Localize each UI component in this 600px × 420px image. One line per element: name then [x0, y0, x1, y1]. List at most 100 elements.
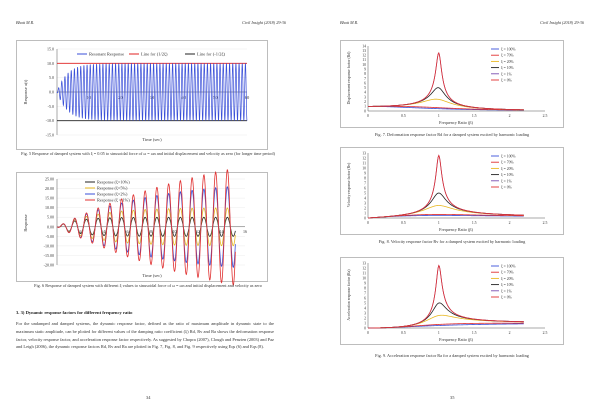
fig8-y-tick: 12: [362, 156, 366, 160]
fig9-y-tick: 10: [362, 276, 366, 280]
fig8-y-tick: 2: [364, 206, 366, 210]
fig9-y-tick: 2: [364, 316, 366, 320]
fig5-series-resonant: [56, 63, 248, 121]
fig5-y-tick: -10.0: [46, 118, 54, 123]
right-page: Bhatt M.R. Civil Insight (2018) 29-36 14…: [300, 0, 600, 420]
fig8-x-tick: 0: [367, 221, 369, 225]
fig6-y-tick: -15.00: [44, 253, 54, 258]
fig8-series-5: [367, 154, 524, 219]
fig5-x-label: Time (sec): [142, 137, 162, 142]
fig8-x-tick: 1.5: [472, 221, 477, 225]
fig6-x-tick: 8: [150, 229, 152, 234]
fig8-y-tick: 7: [364, 181, 366, 185]
fig7-y-tick: 0: [364, 109, 366, 113]
fig8-x-tick: 2: [509, 221, 511, 225]
fig7-x-label: Frequency Ratio (β): [439, 120, 473, 125]
fig7-y-tick: 1: [364, 105, 366, 109]
fig5-legend-label: Line for (1/2ξ): [141, 52, 168, 57]
fig6-series-1: [56, 207, 236, 247]
right-header-journal: Civil Insight (2018) 29-36: [540, 20, 584, 25]
fig7-legend-label: ξ = 20%: [501, 60, 515, 64]
fig9-legend-label: ξ = 100%: [501, 265, 516, 269]
fig8-y-tick: 5: [364, 191, 366, 195]
fig6-legend-label: Response (ξ = 1%): [97, 198, 130, 203]
fig9-legend-label: ξ = 0%: [501, 296, 513, 300]
fig6-y-tick: -5.00: [46, 234, 54, 239]
section-heading: 3. 3) Dynamic response factors for diffe…: [16, 310, 133, 315]
fig8-y-tick: 0: [364, 216, 366, 220]
fig8-y-tick: 8: [364, 176, 366, 180]
fig7-y-tick: 12: [362, 54, 366, 58]
fig9-y-tick: 11: [362, 271, 366, 275]
fig9-x-label: Frequency Ratio (β): [439, 337, 473, 342]
fig9-x-tick: 0: [367, 331, 369, 335]
fig5-y-tick: 0.0: [49, 90, 54, 95]
fig6-series-3: [56, 169, 236, 287]
fig7-y-tick: 6: [364, 81, 366, 85]
fig5-y-label: Response u(t): [23, 79, 28, 104]
fig6-x-tick: 2: [80, 229, 82, 234]
right-header-author: Bhatt M.R.: [340, 20, 359, 25]
fig6-chart: 25.00 20.00 15.00 10.00 5.00 0.00 -5.00 -10.00 -…: [16, 169, 268, 287]
fig7-y-tick: 14: [362, 44, 366, 48]
fig7-y-tick: 5: [364, 86, 366, 90]
fig6-x-tick: 14: [220, 229, 224, 234]
fig6-y-label: Response: [23, 214, 28, 231]
fig6-legend-label: Response (ξ=5%): [97, 186, 128, 191]
fig6-x-tick: 6: [127, 229, 129, 234]
fig6-y-tick: 25.00: [45, 177, 54, 182]
fig7-legend-label: ξ = 0%: [501, 79, 513, 83]
fig9-y-tick: 13: [362, 261, 366, 265]
fig6-x-label: Time (sec): [142, 273, 162, 278]
right-page-number: 35: [450, 395, 455, 400]
fig8-y-tick: 3: [364, 201, 366, 205]
fig7-caption: Fig. 7. Deformation response factor Rd f…: [374, 132, 530, 137]
fig8-y-tick: 6: [364, 186, 366, 190]
fig8-legend-label: ξ = 1%: [501, 179, 513, 183]
fig6-legend-label: Response (ξ=10%): [97, 180, 130, 185]
fig8-x-label: Frequency Ratio (β): [439, 227, 473, 232]
fig6-y-tick: -10.00: [44, 243, 54, 248]
fig8-x-tick: 1: [438, 221, 440, 225]
fig9-legend-label: ξ = 70%: [501, 271, 515, 275]
fig8-legend-label: ξ = 100%: [501, 155, 516, 159]
fig9-x-tick: 1.5: [472, 331, 477, 335]
fig9-x-tick: 1: [438, 331, 440, 335]
fig7-x-tick: 1.5: [472, 114, 477, 118]
fig6-svg: 25.00 20.00 15.00 10.00 5.00 0.00 -5.00 -10.00 -…: [23, 169, 247, 287]
fig5-chart: 15.0 10.0 5.0 0.0 -5.0 -10.0 -15.0 10 20 30 40 50 60…: [16, 40, 268, 150]
fig9-caption: Fig. 9. Acceleration response factor Ra …: [375, 353, 529, 358]
fig8-y-tick: 10: [362, 166, 366, 170]
left-page: Bhatt M.R. Civil Insight (2018) 29-36 15…: [16, 20, 286, 400]
fig8-x-tick: 0.5: [401, 221, 406, 225]
fig6-y-tick: 0.00: [47, 224, 54, 229]
fig7-x-tick: 0.5: [401, 114, 406, 118]
fig5-y-tick: -15.0: [46, 133, 54, 138]
left-header-journal: Civil Insight (2018) 29-36: [242, 20, 286, 25]
fig9-y-label: Acceleration response factor (Ra): [347, 269, 351, 321]
fig7-legend-label: ξ = 1%: [501, 72, 513, 76]
fig5-svg: 15.010.05.00.0-5.0-10.0-15.010 20 30 40 50 60…: [23, 47, 250, 143]
fig6-y-tick: 5.00: [47, 215, 54, 220]
fig6-x-tick: 4: [103, 229, 105, 234]
fig7-x-tick: 0: [367, 114, 369, 118]
fig6-x-tick: 10: [173, 229, 177, 234]
fig7-y-tick: 2: [364, 100, 366, 104]
left-page-number: 34: [146, 395, 151, 400]
fig7-y-tick: 7: [364, 77, 366, 81]
fig9-y-tick: 3: [364, 311, 366, 315]
fig8-legend-label: ξ = 70%: [501, 161, 515, 165]
fig9-y-tick: 9: [364, 281, 366, 285]
fig6-y-tick: 15.00: [45, 196, 54, 201]
body-paragraph: For the undamped and damped systems, the…: [16, 321, 274, 350]
fig7-x-tick: 2: [509, 114, 511, 118]
fig6-y-tick: 10.00: [45, 205, 54, 210]
fig9-y-tick: 4: [364, 306, 366, 310]
fig9-y-tick: 6: [364, 296, 366, 300]
fig9-x-tick: 2: [509, 331, 511, 335]
fig8-y-tick: 11: [362, 161, 366, 165]
fig8-legend-label: ξ = 10%: [501, 173, 515, 177]
